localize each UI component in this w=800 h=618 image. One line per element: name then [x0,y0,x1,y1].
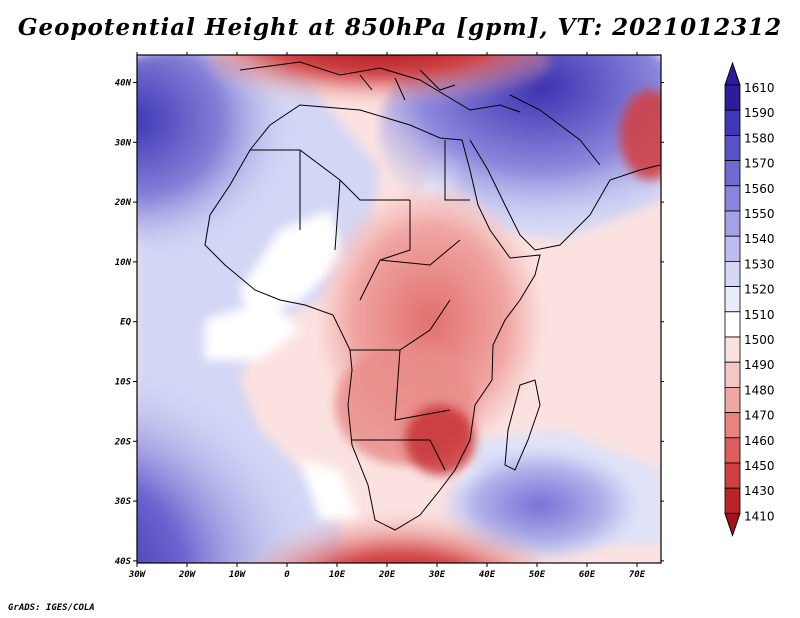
lon-tick-label: 30E [428,570,446,580]
lon-tick-label: 20W [178,570,197,580]
colorbar-swatch [724,109,741,136]
colorbar: 1610 1590 1580 1570 1560 1550 1540 1530 1520 1510… [724,61,775,537]
lat-tick-label: 30N [114,138,132,148]
colorbar-label: 1480 [744,383,775,397]
colorbar-label: 1530 [744,257,775,271]
colorbar-label: 1570 [744,157,775,171]
colorbar-label: 1560 [744,182,775,196]
colorbar-swatch [724,84,741,111]
map-title: Geopotential Height at 850hPa [gpm], VT:… [17,14,783,41]
lat-tick-label: 40S [115,557,132,567]
colorbar-label: 1610 [744,81,775,95]
lon-tick-label: 10W [229,570,247,580]
colorbar-label: 1410 [744,509,775,523]
colorbar-swatch [724,487,741,514]
grads-credit: GrADS: IGES/COLA [8,603,95,613]
lon-tick-label: 10E [329,570,346,580]
colorbar-label: 1510 [744,308,775,322]
colorbar-top-arrow [724,61,741,86]
colorbar-swatch [724,437,741,464]
lat-tick-label: 10N [115,258,132,268]
colorbar-swatch [724,134,741,161]
colorbar-swatch [724,235,741,262]
colorbar-label: 1450 [744,459,775,473]
lon-tick-label: 50E [529,570,546,580]
lat-tick-label: EQ [120,318,131,328]
colorbar-swatch [724,260,741,287]
colorbar-label: 1520 [744,283,775,297]
colorbar-label: 1540 [744,232,775,246]
lat-tick-label: 10S [115,378,132,388]
colorbar-swatch [724,286,741,313]
colorbar-swatch [724,336,741,363]
colorbar-swatch [724,311,741,338]
lon-tick-label: 40E [479,570,496,580]
lat-tick-label: 40N [115,79,132,89]
colorbar-label: 1460 [744,434,775,448]
colorbar-swatch [724,185,741,212]
colorbar-label: 1500 [744,333,775,347]
lat-tick-label: 20S [114,437,132,447]
lon-tick-label: 30W [128,570,147,580]
colorbar-label: 1580 [744,131,775,145]
lon-tick-label: 70E [629,570,646,580]
colorbar-label: 1550 [744,207,775,221]
lon-tick-label: 60E [579,570,596,580]
colorbar-label: 1590 [744,106,775,120]
coastlines [204,61,661,531]
height-field [137,55,661,563]
colorbar-swatch [724,160,741,187]
colorbar-label: 1430 [744,484,775,498]
axis-ticks: 30W 20W 10W 0 10E 20E 30E 40E 50E 60E 70E 40N 30N 20N… [114,52,664,580]
colorbar-swatch [724,386,741,413]
lat-tick-label: 20N [114,198,132,208]
lat-tick-label: 30S [114,497,132,507]
colorbar-bottom-arrow [724,512,741,537]
colorbar-label: 1470 [744,409,775,423]
colorbar-swatch [724,210,741,237]
lon-tick-label: 0 [284,570,290,580]
colorbar-swatch [724,412,741,439]
colorbar-swatch [724,361,741,388]
map-frame [136,54,662,564]
colorbar-label: 1490 [744,358,775,372]
colorbar-swatch [724,462,741,489]
lon-tick-label: 20E [378,570,396,580]
